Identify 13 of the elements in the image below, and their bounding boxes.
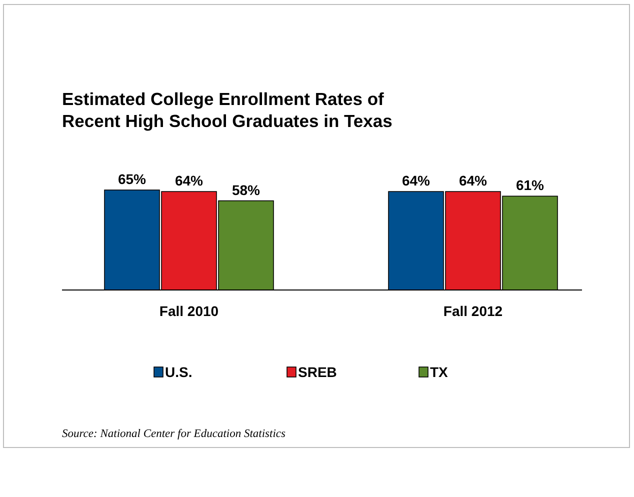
data-label: 58% xyxy=(232,182,261,198)
data-label: 65% xyxy=(118,171,147,187)
data-label: 61% xyxy=(516,177,545,194)
legend-label: SREB xyxy=(298,364,337,380)
legend-label: U.S. xyxy=(165,364,192,380)
data-label: 64% xyxy=(174,172,204,189)
data-label: 64% xyxy=(458,172,488,189)
source-note: Source: National Center for Education Statistics xyxy=(62,428,286,440)
x-tick-label: Fall 2012 xyxy=(443,303,503,319)
legend-label: TX xyxy=(430,364,449,380)
data-label: 64% xyxy=(402,172,431,189)
x-tick-label: Fall 2010 xyxy=(159,303,219,319)
chart-title: Estimated College Enrollment Rates of Recent High School Graduates in Texas xyxy=(62,89,393,131)
